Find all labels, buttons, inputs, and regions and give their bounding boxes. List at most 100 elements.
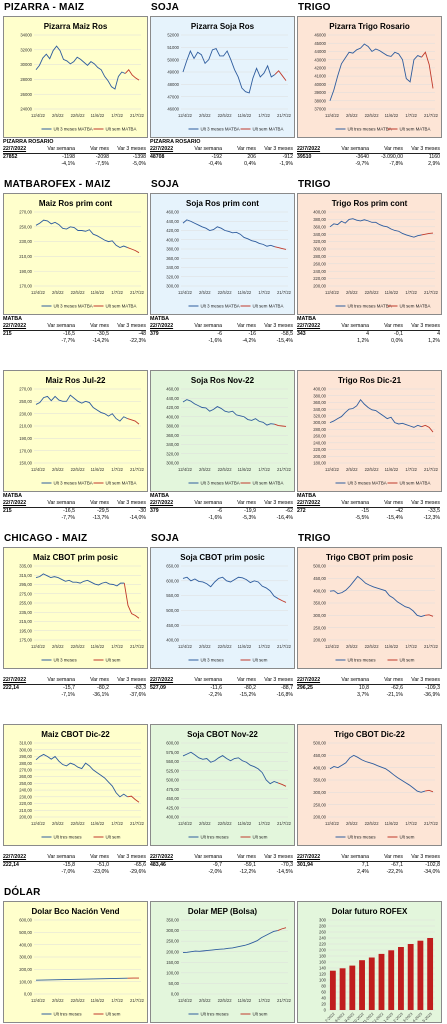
series-line-3m [329,575,426,618]
x-tick-label: 11/6/22 [385,113,399,118]
legend-label: Ult tres meses MATBA [348,304,392,309]
x-tick-label: 22/5/22 [71,290,86,295]
y-tick-label: 28000 [20,77,32,82]
legend-label: Ult sem [106,835,121,840]
y-tick-label: 400,00 [166,414,179,419]
series-line-week [277,927,287,931]
x-tick-label: 2/5/22 [199,113,211,118]
legend-label: Ult sem [253,658,268,663]
x-tick-label: 22/5/22 [365,821,380,826]
table-value-cell: -6 [217,331,222,337]
series-line-3m [182,48,276,94]
stats-table: 22/7/2022 Var semana Var mes Var 3 meses 296… [297,670,442,700]
table-value-cell: -62 [285,508,294,514]
x-tick-label: 11/6/22 [385,467,399,472]
table-pct-cell: -21,1% [386,692,403,698]
legend-label: Ult 3 meses [54,658,78,663]
series-line-week [123,583,140,619]
bar [349,965,356,1010]
x-tick-label: 11/6/22 [91,998,105,1003]
y-tick-label: 420,00 [166,405,179,410]
stats-table: MATBA 22/7/2022 Var semana Var mes Var 3 mes… [150,316,295,346]
y-tick-label: 380,00 [313,393,326,398]
x-tick-label: 22/5/22 [218,644,233,649]
table-value-cell: -59,1 [244,862,256,868]
table-source-label: MATBA [297,493,317,499]
y-tick-label: 200,00 [19,967,32,972]
legend-label: Ult sem [400,658,415,663]
table-pct-cell: -23,0% [92,869,109,875]
x-tick-label: 2/5/22 [199,821,211,826]
y-tick-label: 300,00 [313,613,326,618]
table-pct-cell: 2,9% [428,161,440,167]
legend-label: Ult sem [106,1012,121,1017]
table-pct-cell: -7,7% [61,338,75,344]
table-pct-cell: 2,4% [357,869,369,875]
series-line-week [274,246,287,250]
series-line-week [274,423,287,427]
x-tick-label: 2/5/22 [199,644,211,649]
x-tick-label: 12/4/22 [325,290,340,295]
y-tick-label: 235,00 [19,610,32,615]
y-tick-label: 340,00 [166,265,179,270]
y-tick-label: 300 [319,918,327,923]
table-pct-cell: -4,2% [242,338,256,344]
y-tick-label: 250,00 [19,781,32,786]
y-tick-label: 270,00 [19,210,32,215]
table-rule [297,684,440,685]
y-tick-label: 575,00 [166,750,179,755]
bar [417,940,424,1010]
y-tick-label: 250,00 [166,939,179,944]
x-tick-label: 21/7/22 [130,644,145,649]
table-rule [150,684,293,685]
chart-title: Dolar Bco Nación Vend [31,907,120,916]
x-tick-label: 21/7/22 [277,821,292,826]
x-tick-label: 2/5/22 [52,998,64,1003]
x-tick-label: 1/7/22 [258,290,270,295]
x-tick-label: 22/5/22 [365,467,380,472]
table-header-cell: Var semana [194,323,222,329]
x-tick-label: 4-2023 [412,1012,423,1022]
y-tick-label: 300,00 [313,420,326,425]
series-line-week [421,232,434,236]
chart-title: Trigo Ros prim cont [331,199,408,208]
x-tick-label: 2/5/22 [52,290,64,295]
legend-label: Ult 3 meses MATBA [201,127,240,132]
table-rule [3,684,146,685]
table-value-cell: 527,09 [150,685,166,691]
x-tick-label: 12/4/22 [325,467,340,472]
y-tick-label: 100,00 [19,979,32,984]
legend-label: Ult 3 meses MATBA [54,127,93,132]
chart-title: Maiz Ros Jul-22 [45,376,106,385]
x-tick-label: 12/4/22 [31,821,46,826]
chart-svg: 0,00 50,00 100,00 150,00 200,00 250,00 300,00 3… [166,918,291,1017]
legend-label: Ult 3 meses MATBA [201,304,240,309]
x-tick-label: 1/7/22 [111,998,123,1003]
table-value-cell: 215 [3,508,12,514]
y-tick-label: 47000 [167,94,179,99]
table-pct-cell: -16,4% [276,515,293,521]
x-tick-label: 1/7/22 [258,113,270,118]
stats-table: 22/7/2022 Var semana Var mes Var 3 meses 222… [3,847,148,877]
chart-panel: Dolar futuro ROFEX 0 20 40 60 80 100 120 140 160 1… [297,901,442,1023]
y-tick-label: 230,00 [19,239,32,244]
legend-label: Ult sem MATBA [253,481,284,486]
x-tick-label: 2/5/22 [346,290,358,295]
y-tick-label: 34000 [20,33,32,38]
y-tick-label: 220,00 [313,276,326,281]
x-tick-label: 22/5/22 [71,467,86,472]
table-pct-cell: -22,2% [386,869,403,875]
table-value-cell: 1160 [428,154,440,160]
legend-label: Ult sem MATBA [106,127,137,132]
y-tick-label: 230,00 [19,794,32,799]
x-tick-label: 21/7/22 [424,467,439,472]
y-tick-label: 280,00 [19,761,32,766]
x-tick-label: 21/7/22 [130,821,145,826]
y-tick-label: 380,00 [166,424,179,429]
y-tick-label: 200,00 [313,284,326,289]
series-line-week [127,247,140,254]
series-line-3m [182,219,275,248]
y-tick-label: 550,00 [166,759,179,764]
x-tick-label: 2/5/22 [52,113,64,118]
legend-label: Ult sem MATBA [106,304,137,309]
